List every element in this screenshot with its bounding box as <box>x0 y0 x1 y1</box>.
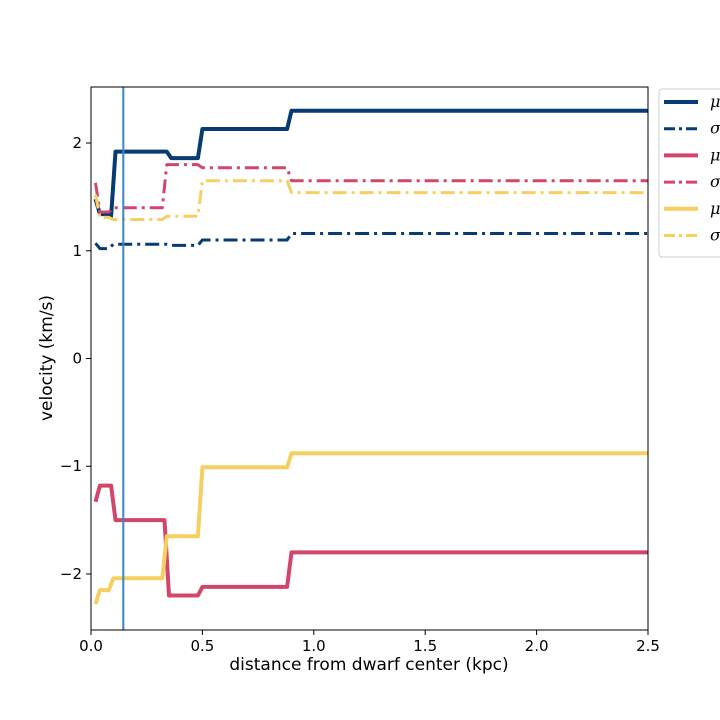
x-axis-ticks: 0.0 0.5 1.0 1.5 2.0 2.5 <box>79 630 660 655</box>
legend-label: σ <box>710 172 720 191</box>
series-5-line <box>94 179 648 221</box>
plot-background <box>91 87 648 630</box>
x-tick-label: 2.0 <box>525 637 549 655</box>
series-0-line <box>93 108 648 219</box>
y-tick-label: −1 <box>60 457 82 475</box>
x-tick-label: 2.5 <box>636 637 660 655</box>
x-tick-label: 0.0 <box>79 637 103 655</box>
legend-label: μ <box>710 199 720 218</box>
legend-box <box>658 88 720 258</box>
legend-label: μ <box>710 145 720 164</box>
y-tick-label: 0 <box>72 350 82 368</box>
legend-label: μ <box>710 92 720 111</box>
legend-label: σ <box>710 119 720 138</box>
x-axis-label: distance from dwarf center (kpc) <box>229 655 508 675</box>
y-tick-label: 1 <box>72 242 82 260</box>
y-axis-label: velocity (km/s) <box>37 295 57 421</box>
series-1-line <box>94 232 648 251</box>
series-layer <box>93 108 648 605</box>
series-3-line <box>94 163 648 214</box>
legend-label: σ <box>710 226 720 245</box>
x-tick-label: 1.0 <box>302 637 326 655</box>
x-tick-label: 1.5 <box>413 637 437 655</box>
y-axis-ticks: −2 −1 0 1 2 <box>60 134 91 583</box>
y-tick-label: 2 <box>72 134 82 152</box>
x-tick-label: 0.5 <box>190 637 214 655</box>
series-2-line <box>93 483 648 598</box>
series-4-line <box>93 451 648 605</box>
y-tick-label: −2 <box>60 565 82 583</box>
